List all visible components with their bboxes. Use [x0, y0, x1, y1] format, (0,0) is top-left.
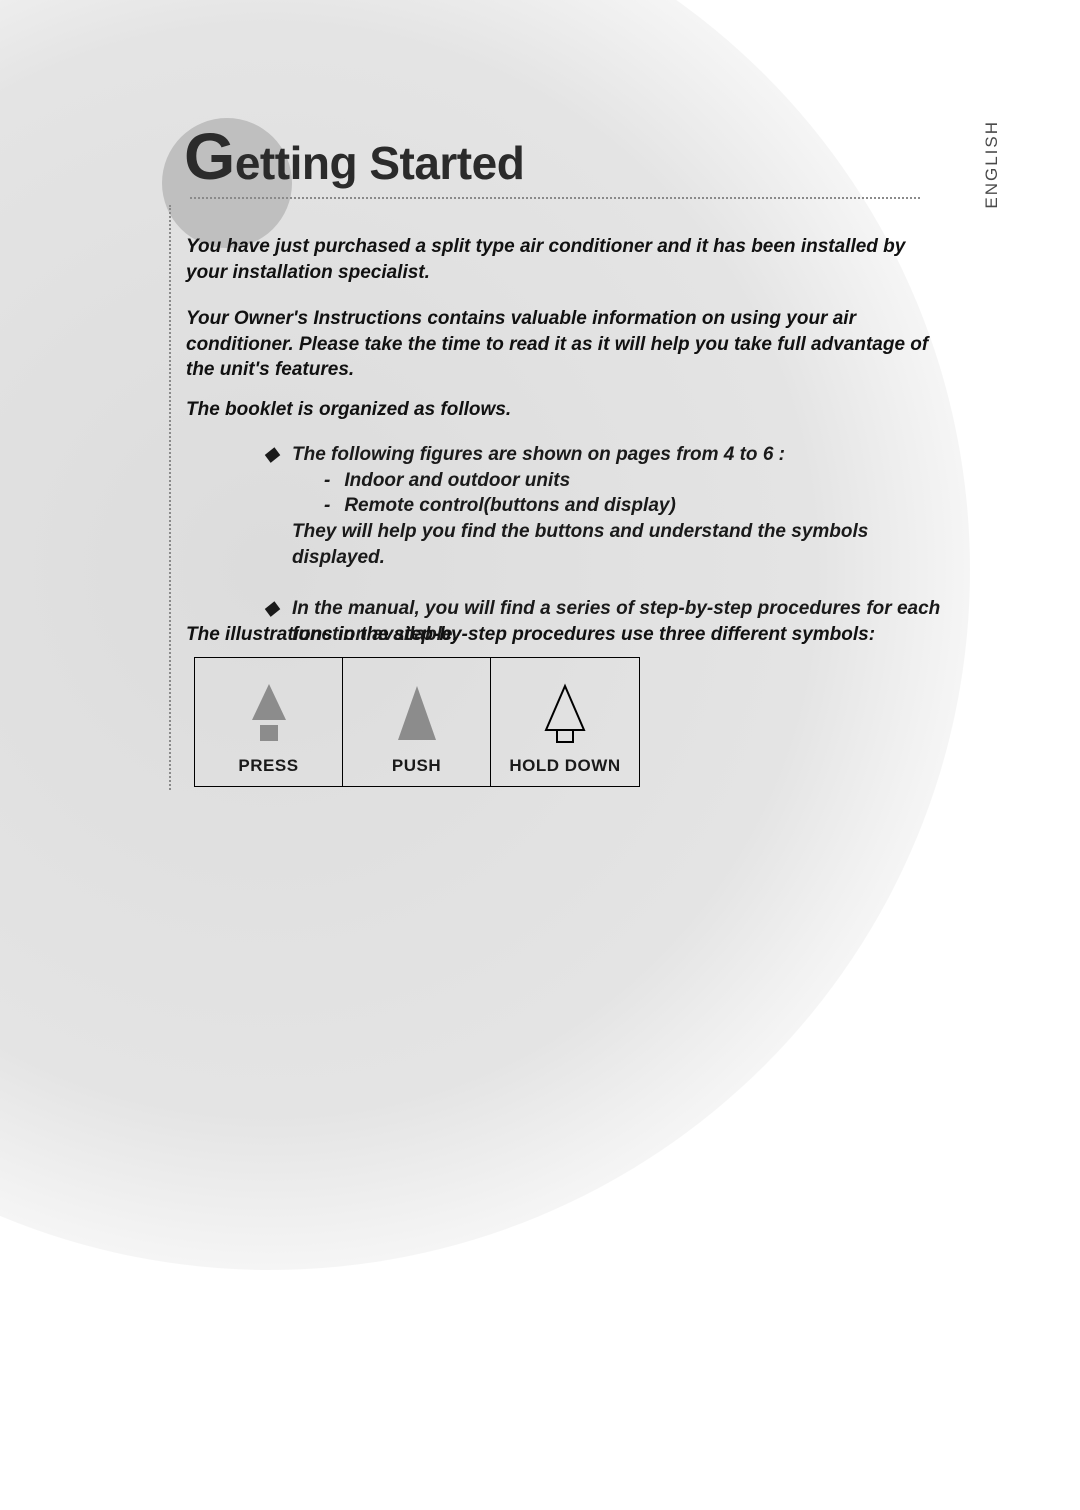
bullet-diamond-icon: ◆	[264, 442, 278, 570]
hold-down-icon	[538, 682, 592, 744]
symbol-cell-press: PRESS	[195, 658, 343, 786]
page-title: Getting Started	[184, 136, 524, 190]
push-icon	[392, 682, 442, 744]
intro-paragraph-3: The booklet is organized as follows.	[186, 397, 936, 423]
symbol-label: PRESS	[238, 756, 298, 776]
symbols-table: PRESS PUSH HOLD DOWN	[194, 657, 640, 787]
symbol-label: HOLD DOWN	[509, 756, 620, 776]
bullet-list: ◆ The following figures are shown on pag…	[264, 440, 944, 647]
dotted-rule-vertical	[169, 205, 171, 790]
symbol-cell-hold: HOLD DOWN	[491, 658, 639, 786]
bullet-1-lead: The following figures are shown on pages…	[292, 442, 944, 468]
dotted-rule-horizontal	[190, 197, 920, 199]
intro-paragraph-2: Your Owner's Instructions contains valua…	[186, 306, 936, 383]
symbol-label: PUSH	[392, 756, 441, 776]
bullet-1-dash-1: Indoor and outdoor units	[344, 468, 570, 494]
symbol-cell-push: PUSH	[343, 658, 491, 786]
symbols-intro: The illustrations in the step-by-step pr…	[186, 622, 936, 648]
bullet-1-tail: They will help you find the buttons and …	[292, 519, 944, 570]
intro-paragraph-1: You have just purchased a split type air…	[186, 234, 936, 285]
language-tab: ENGLISH	[982, 120, 1002, 209]
press-icon	[244, 682, 294, 744]
bullet-1-dash-2: Remote control(buttons and display)	[344, 493, 675, 519]
